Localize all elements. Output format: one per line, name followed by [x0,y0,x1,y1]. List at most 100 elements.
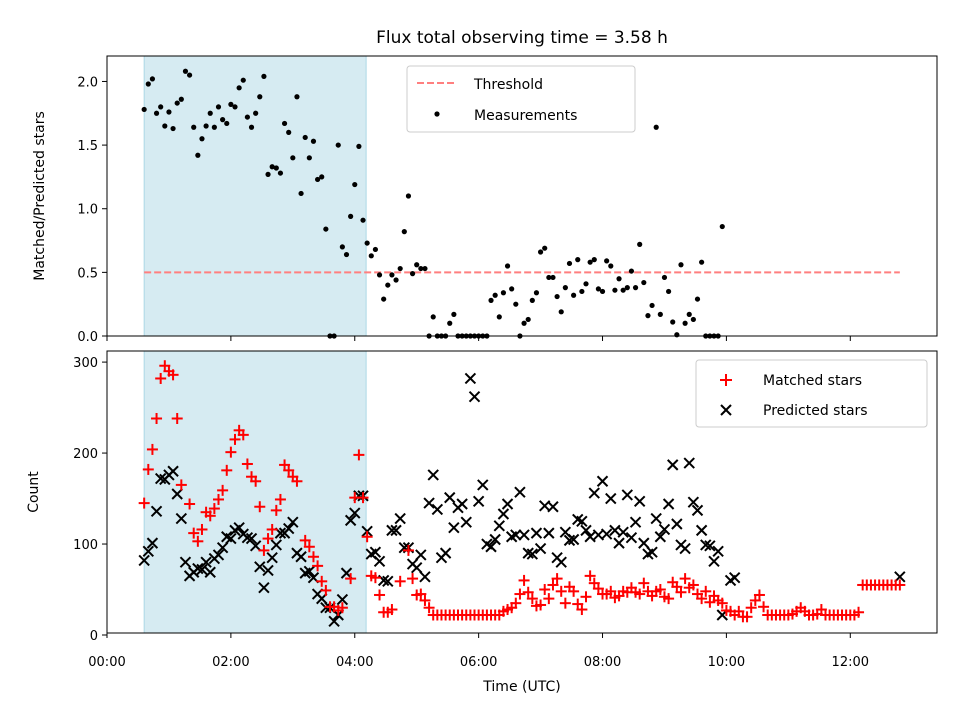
matched-star-point [423,602,435,614]
matched-star-point [221,464,233,476]
predicted-marker-stroke [221,531,233,543]
measurement-point [451,311,457,317]
matched-star-point [357,492,369,504]
predicted-marker-stroke [448,521,460,534]
predicted-marker-stroke [336,593,349,606]
matched-star-point [345,573,357,585]
predicted-star-point [336,593,349,606]
predicted-marker-stroke [216,541,229,554]
measurement-point [566,260,573,267]
matched-star-point [217,484,229,496]
predicted-star-point [596,475,609,487]
predicted-star-point [468,390,481,403]
predicted-marker-stroke [192,562,204,575]
measurement-point [191,124,197,130]
predicted-star-point [712,545,724,558]
bottom-y-ticks: 0 100 200 300 [73,356,107,644]
predicted-star-point [233,521,245,534]
measurement-point [690,316,696,323]
predicted-star-point [448,521,460,534]
predicted-marker-stroke [563,534,576,547]
matched-star-point [283,464,295,476]
predicted-star-point [543,527,555,539]
matched-star-point [225,446,237,458]
matched-star-point [535,599,547,611]
predicted-star-point [629,516,642,528]
matched-star-point [142,463,154,475]
predicted-star-point [249,540,262,552]
predicted-star-point [679,542,691,555]
matched-star-point [663,593,675,605]
predicted-star-point [687,496,700,508]
predicted-star-point [212,549,225,561]
predicted-marker-stroke [472,495,485,507]
predicted-marker-stroke [369,546,382,558]
predicted-star-point [295,551,307,563]
measurement-point [661,274,668,281]
measurement-point [653,124,659,130]
predicted-star-point [464,372,477,385]
measurement-point [608,263,614,269]
bottom-x-ticks: 00:00 02:00 04:00 06:00 08:00 10:00 12:00 [88,633,869,670]
predicted-star-point [270,539,283,551]
measurement-point [281,120,288,127]
measurement-point [257,94,263,100]
predicted-star-point [708,555,720,568]
matched-star-point [155,372,167,384]
predicted-star-point [419,571,431,583]
predicted-marker-stroke [340,567,353,579]
predicted-star-point [605,492,617,505]
measurement-point [343,251,350,258]
measurement-point [253,110,259,116]
predicted-star-point [303,565,316,578]
measurement-point [562,285,568,291]
measurement-point [682,320,688,326]
measurement-point [178,96,184,102]
predicted-star-point [287,516,299,528]
predicted-star-point [386,524,398,537]
predicted-star-point [584,531,596,543]
top-x-ticks [106,336,851,341]
legend-measurements-swatch [434,111,440,117]
matched-star-point [753,589,765,601]
predicted-marker-stroke [171,488,183,500]
bottom-x-tick-label: 06:00 [460,655,497,670]
predicted-star-point [369,546,382,558]
predicted-star-point [489,533,501,546]
x-axis-label: Time (UTC) [482,679,560,695]
predicted-marker-stroke [270,539,283,551]
measurement-point [385,282,391,288]
predicted-star-point [415,549,427,561]
matched-star-point [307,551,319,563]
measurement-point [591,257,597,263]
measurement-point [145,81,151,87]
measurement-point [397,265,403,272]
measurement-point [220,117,226,123]
predicted-marker-stroke [349,507,361,519]
predicted-star-point [225,532,237,545]
predicted-marker-stroke [613,537,625,549]
predicted-marker-stroke [485,541,497,553]
predicted-star-point [671,518,683,530]
predicted-star-point [650,512,662,525]
predicted-marker-stroke [576,515,588,527]
predicted-marker-stroke [526,548,539,560]
matched-star-point [758,601,770,613]
measurement-point [409,271,416,277]
matched-star-point [353,449,365,461]
measurement-point [149,76,156,82]
matched-star-point [696,593,708,605]
predicted-star-point [179,556,192,568]
legend-matched-swatch [720,374,732,386]
predicted-marker-stroke [638,537,650,549]
predicted-star-point [600,528,613,540]
matched-star-point [266,523,278,535]
predicted-marker-stroke [662,498,675,510]
predicted-marker-stroke [146,537,159,549]
predicted-marker-stroke [592,529,605,541]
bottom-y-axis-label: Count [26,471,42,513]
predicted-marker-stroke [460,516,472,528]
legend-predicted-label: Predicted stars [763,403,868,419]
matched-star-point [568,585,580,597]
predicted-star-point [625,531,638,544]
